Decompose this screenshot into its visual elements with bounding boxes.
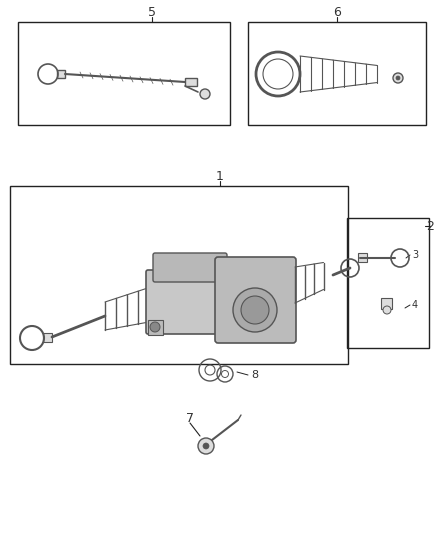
Circle shape <box>200 89 210 99</box>
Bar <box>43 333 52 342</box>
FancyBboxPatch shape <box>153 253 227 282</box>
FancyBboxPatch shape <box>215 257 296 343</box>
Bar <box>10 186 348 364</box>
FancyBboxPatch shape <box>146 270 245 334</box>
Circle shape <box>150 322 160 332</box>
Bar <box>148 320 163 335</box>
Text: 7: 7 <box>186 411 194 424</box>
Circle shape <box>203 443 209 449</box>
Circle shape <box>383 306 391 314</box>
Bar <box>185 78 197 86</box>
Bar <box>381 298 392 309</box>
Circle shape <box>233 288 277 332</box>
Text: 3: 3 <box>412 250 418 260</box>
Text: 8: 8 <box>251 370 258 380</box>
Bar <box>18 22 230 125</box>
Bar <box>347 218 429 348</box>
Text: 1: 1 <box>216 169 224 182</box>
Bar <box>358 253 367 262</box>
Text: 5: 5 <box>148 5 156 19</box>
Bar <box>248 22 426 125</box>
Bar <box>57 70 65 78</box>
Text: 6: 6 <box>333 5 341 19</box>
Circle shape <box>198 438 214 454</box>
Circle shape <box>241 296 269 324</box>
Circle shape <box>393 73 403 83</box>
Text: 2: 2 <box>426 220 434 232</box>
Text: 4: 4 <box>412 300 418 310</box>
Circle shape <box>396 76 400 80</box>
